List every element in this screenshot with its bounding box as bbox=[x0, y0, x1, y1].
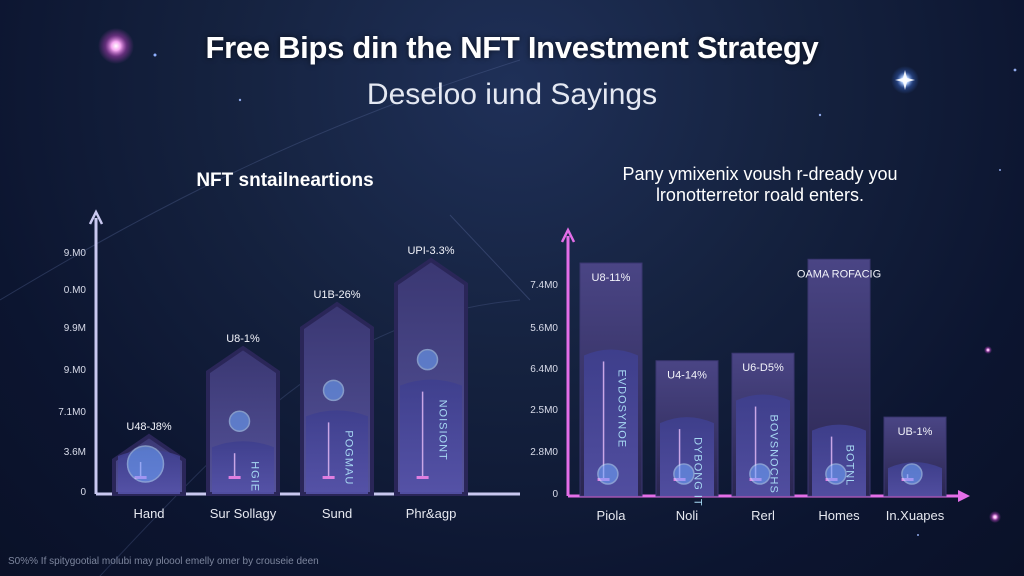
bar-marker-base bbox=[416, 476, 429, 479]
y-axis-arrow-icon bbox=[88, 209, 104, 225]
data-label: U1B-26% bbox=[313, 289, 360, 301]
category-label: Rerl bbox=[751, 508, 775, 523]
y-tick-label: 9.M0 bbox=[64, 248, 87, 259]
bar-inner-text: BOTNL bbox=[843, 445, 855, 487]
pink-dot-star-icon bbox=[989, 511, 1001, 523]
data-label: UB-1% bbox=[898, 426, 933, 438]
y-tick-label: 5.6M0 bbox=[530, 323, 558, 334]
page-subtitle: Deseloo iund Sayings bbox=[366, 78, 658, 111]
nft-gem-icon bbox=[825, 463, 847, 485]
category-label: In.Xuapes bbox=[886, 508, 945, 523]
bar-inner-segment bbox=[584, 349, 638, 496]
bar-group: UB-1% bbox=[883, 416, 947, 497]
bar-group: U48-J8% bbox=[112, 421, 186, 496]
bar-inner-text: NOISIONT bbox=[436, 400, 448, 461]
category-label: Phr&agp bbox=[406, 506, 457, 521]
nft-gem-icon bbox=[673, 463, 695, 485]
data-label: U8-11% bbox=[592, 272, 631, 284]
data-label: OAMA ROFACIG bbox=[797, 268, 881, 280]
bar-inner-text: POGMAU bbox=[342, 430, 354, 485]
bar-group: DYBONG IT U4-14% bbox=[655, 360, 719, 507]
y-tick-label: 3.6M bbox=[64, 447, 86, 458]
footer-note: S0%% If spitygootial molubi may ploool e… bbox=[8, 556, 319, 567]
data-label: UPI-3.3% bbox=[407, 245, 454, 257]
nft-gem-icon bbox=[322, 379, 345, 402]
x-axis-arrow-icon bbox=[958, 490, 970, 502]
data-label: U8-1% bbox=[226, 333, 260, 345]
pink-dot-star-icon bbox=[984, 346, 992, 354]
category-label: Sund bbox=[322, 506, 352, 521]
small-star-icon bbox=[153, 53, 157, 57]
nft-gem-icon bbox=[901, 463, 923, 485]
pink-glow-star-icon bbox=[98, 28, 134, 64]
y-tick-label: 0.M0 bbox=[64, 285, 87, 296]
bar-group: BOVSNOCHS U6-D5% bbox=[731, 352, 795, 497]
bar-inner-segment bbox=[212, 441, 274, 494]
category-label: Homes bbox=[818, 508, 860, 523]
bar-group: NOISIONT UPI-3.3% bbox=[394, 245, 468, 496]
left-chart-title: NFT sntailneartions bbox=[196, 170, 374, 191]
bar-group: HGIE U8-1% bbox=[206, 333, 280, 496]
y-tick-label: 9.9M bbox=[64, 323, 86, 334]
bar-inner-text: HGIE bbox=[248, 461, 260, 492]
category-label: Piola bbox=[597, 508, 627, 523]
bar-group: POGMAU U1B-26% bbox=[300, 289, 374, 496]
nft-gem-icon bbox=[597, 463, 619, 485]
y-axis-arrow-icon bbox=[560, 227, 576, 243]
page-title: Free Bips din the NFT Investment Strateg… bbox=[205, 30, 819, 65]
nft-gem-icon bbox=[126, 445, 165, 483]
bar-marker-base bbox=[228, 476, 241, 479]
y-tick-label: 9.M0 bbox=[64, 365, 87, 376]
category-label: Sur Sollagy bbox=[210, 506, 277, 521]
bar-group: BOTNL OAMA ROFACIG bbox=[797, 258, 881, 497]
y-tick-label: 7.4M0 bbox=[530, 280, 558, 291]
bar-inner-segment bbox=[736, 394, 790, 496]
y-tick-label: 6.4M0 bbox=[530, 364, 558, 375]
bar-inner-text: BOVSNOCHS bbox=[767, 415, 779, 494]
bar-inner-segment bbox=[306, 410, 368, 494]
data-label: U48-J8% bbox=[126, 421, 171, 433]
y-tick-label: 0 bbox=[80, 487, 86, 498]
bar-inner-segment bbox=[400, 379, 462, 494]
y-tick-label: 2.5M0 bbox=[530, 405, 558, 416]
nft-gem-icon bbox=[228, 410, 251, 432]
y-tick-label: 0 bbox=[552, 489, 558, 500]
bar-inner-text: DYBONG IT bbox=[691, 437, 703, 507]
data-label: U4-14% bbox=[667, 370, 707, 382]
y-tick-label: 2.8M0 bbox=[530, 447, 558, 458]
bar-group: EVDOSYNOE U8-11% bbox=[579, 262, 643, 497]
bar-inner-segment bbox=[812, 424, 866, 496]
y-tick-label: 7.1M0 bbox=[58, 407, 86, 418]
bar-inner-text: EVDOSYNOE bbox=[615, 369, 627, 448]
nft-gem-icon bbox=[749, 463, 771, 485]
category-label: Noli bbox=[676, 508, 699, 523]
data-label: U6-D5% bbox=[742, 362, 784, 374]
right-chart-title: Pany ymixenix voush r-dready you lronott… bbox=[622, 164, 898, 205]
bar-marker-base bbox=[322, 476, 335, 479]
category-label: Hand bbox=[133, 506, 164, 521]
nft-gem-icon bbox=[416, 348, 439, 371]
